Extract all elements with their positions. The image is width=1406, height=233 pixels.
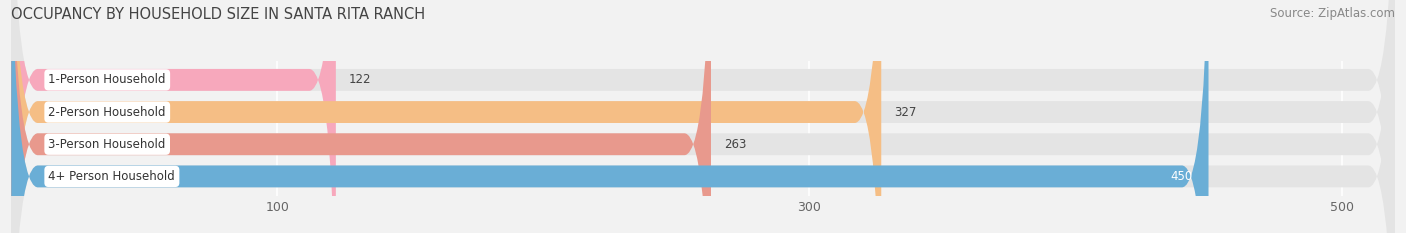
Text: 3-Person Household: 3-Person Household bbox=[48, 138, 166, 151]
FancyBboxPatch shape bbox=[11, 0, 711, 233]
Text: OCCUPANCY BY HOUSEHOLD SIZE IN SANTA RITA RANCH: OCCUPANCY BY HOUSEHOLD SIZE IN SANTA RIT… bbox=[11, 7, 426, 22]
Text: 1-Person Household: 1-Person Household bbox=[48, 73, 166, 86]
FancyBboxPatch shape bbox=[11, 0, 1395, 233]
Text: 122: 122 bbox=[349, 73, 371, 86]
Text: 450: 450 bbox=[1170, 170, 1192, 183]
FancyBboxPatch shape bbox=[11, 0, 336, 233]
Text: 2-Person Household: 2-Person Household bbox=[48, 106, 166, 119]
FancyBboxPatch shape bbox=[11, 0, 1395, 233]
Text: Source: ZipAtlas.com: Source: ZipAtlas.com bbox=[1270, 7, 1395, 20]
FancyBboxPatch shape bbox=[11, 0, 1395, 233]
FancyBboxPatch shape bbox=[11, 0, 882, 233]
FancyBboxPatch shape bbox=[11, 0, 1209, 233]
FancyBboxPatch shape bbox=[11, 0, 1395, 233]
Text: 327: 327 bbox=[894, 106, 917, 119]
Text: 4+ Person Household: 4+ Person Household bbox=[48, 170, 176, 183]
Text: 263: 263 bbox=[724, 138, 747, 151]
